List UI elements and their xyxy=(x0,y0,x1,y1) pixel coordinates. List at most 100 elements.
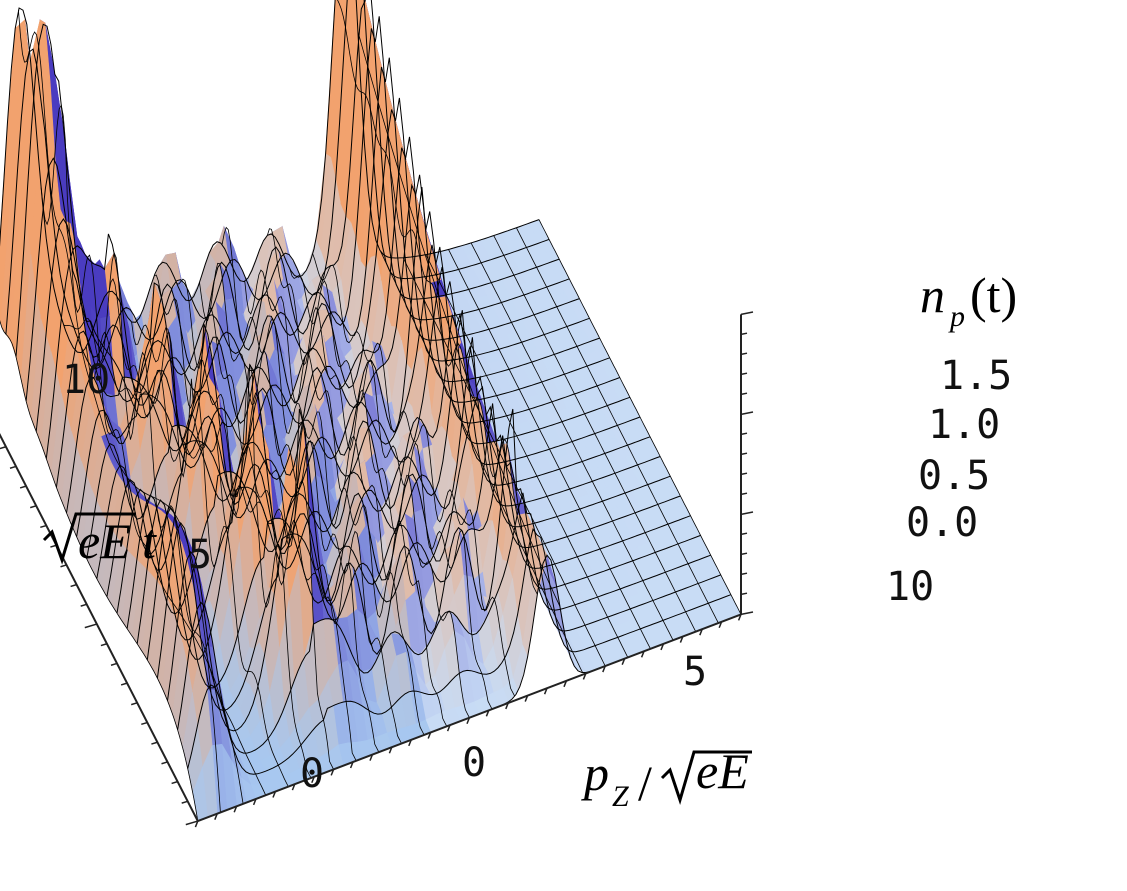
x-axis-tick xyxy=(524,695,529,702)
x-axis-tick xyxy=(621,658,626,665)
z-tick-0.5: 0.5 xyxy=(918,453,990,499)
z-tick-1.0: 1.0 xyxy=(928,402,1000,448)
y-axis-tick xyxy=(185,820,199,826)
z-axis-tick xyxy=(740,472,748,476)
x-axis-tick xyxy=(233,806,238,813)
y-axis-tick xyxy=(0,446,7,450)
x-axis-tick xyxy=(718,621,723,629)
z-axis-label: n p (t) xyxy=(920,267,1017,333)
z-axis-tick xyxy=(740,492,748,496)
mesh-line-p xyxy=(108,278,312,779)
x-axis-tick xyxy=(291,783,296,791)
axes xyxy=(0,311,754,828)
z-label-tail: (t) xyxy=(970,267,1017,323)
z-axis-tick xyxy=(740,511,754,516)
x-axis-tick xyxy=(563,680,568,688)
x-axis-tick xyxy=(272,791,277,798)
mesh-line-p xyxy=(493,235,697,632)
y-axis-tick xyxy=(120,682,128,686)
z-axis-tick xyxy=(740,432,748,436)
y-axis-tick xyxy=(161,761,168,765)
x-axis-tick xyxy=(679,636,684,643)
mesh-line-p xyxy=(337,0,538,595)
mesh-line-p xyxy=(357,31,561,607)
x-axis-tick xyxy=(408,739,412,747)
y-axis-tick xyxy=(80,603,87,607)
x-axis-tick xyxy=(660,643,665,651)
z-axis-tick xyxy=(740,611,754,616)
mesh-line-p xyxy=(402,257,606,667)
z-label-sub: p xyxy=(948,300,965,333)
z-tick-1.5: 1.5 xyxy=(940,353,1012,399)
y-axis-tick xyxy=(141,721,148,726)
x-axis-tick xyxy=(349,761,354,769)
z-axis-tick xyxy=(740,332,748,336)
mesh-line-p xyxy=(154,274,357,761)
y-label-tail: t xyxy=(142,513,157,569)
z-axis-tick xyxy=(740,452,748,456)
y-axis-tick xyxy=(100,643,108,647)
mesh-line-p xyxy=(199,262,402,744)
mesh-line-p xyxy=(221,226,425,736)
y-axis-tick xyxy=(84,623,98,629)
mesh-line-p xyxy=(516,227,719,624)
mesh-line-p xyxy=(63,251,267,796)
y-axis-tick xyxy=(60,564,67,568)
y-label-radical xyxy=(42,512,136,565)
z-axis-tick xyxy=(740,311,754,316)
y-axis-tick xyxy=(130,702,138,706)
y-axis-tick xyxy=(181,800,188,804)
mesh-line-p xyxy=(470,242,674,641)
z-axis-tick xyxy=(740,552,748,556)
x-axis-tick xyxy=(446,724,451,732)
mesh-line-p xyxy=(85,331,289,787)
x-axis-tick xyxy=(388,746,393,754)
mesh-line-p xyxy=(312,253,516,697)
surface-mesh xyxy=(0,0,742,822)
mesh-line-p xyxy=(131,321,334,770)
mesh-line-p xyxy=(267,228,470,718)
x-axis-tick xyxy=(602,665,606,673)
z-tick-0.0: 0.0 xyxy=(906,500,978,546)
x-axis-tick xyxy=(640,651,645,658)
x-axis-tick xyxy=(737,614,742,621)
x-label-root: eE xyxy=(696,743,749,799)
y-axis-tick xyxy=(70,583,77,588)
mesh-line-p xyxy=(244,269,448,727)
x-axis-tick xyxy=(214,813,218,820)
y-axis-tick xyxy=(40,524,47,529)
x-axis-tick xyxy=(582,673,587,680)
z-axis-tick xyxy=(740,392,748,396)
x-axis-tick xyxy=(543,687,548,695)
x-label-slash: / xyxy=(638,755,652,811)
x-axis-tick xyxy=(505,702,509,710)
y-axis-tick xyxy=(9,465,17,469)
z-axis-tick xyxy=(740,532,748,536)
mesh-line-p xyxy=(18,9,221,813)
y-axis-tick xyxy=(171,780,178,785)
x-axis-tick xyxy=(330,769,335,776)
mesh-line-p xyxy=(538,219,742,615)
y-axis-label: eE t xyxy=(42,512,157,569)
x-label-sub: Z xyxy=(612,780,629,813)
y-axis-tick xyxy=(19,485,27,489)
y-axis-tick xyxy=(29,505,37,509)
mesh-line-p xyxy=(0,319,199,822)
mesh-line-p xyxy=(425,254,629,658)
x-axis-tick xyxy=(485,710,490,717)
x-axis-tick xyxy=(369,754,374,761)
mesh-line-p xyxy=(380,251,583,673)
z-axis-tick xyxy=(740,592,748,596)
z-axis-tick xyxy=(740,372,748,376)
z-axis-tick xyxy=(740,352,748,356)
x-label-main: p xyxy=(581,745,609,801)
y-tick-10: 10 xyxy=(62,357,110,403)
y-tick-5: 5 xyxy=(188,532,212,578)
x-axis-label: p Z / eE xyxy=(581,743,752,813)
y-axis-tick xyxy=(151,741,158,745)
x-label-radical xyxy=(660,750,752,806)
x-tick-10: 10 xyxy=(886,564,934,610)
x-axis-tick xyxy=(194,820,199,828)
y-tick-0: 0 xyxy=(300,751,324,797)
